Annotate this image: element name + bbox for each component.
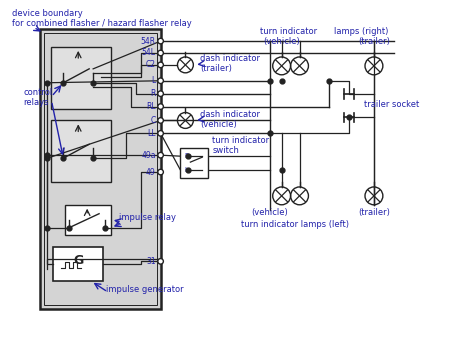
Text: (vehicle): (vehicle): [251, 208, 288, 217]
Text: 49: 49: [146, 167, 155, 177]
Text: C: C: [150, 116, 155, 125]
Text: (trailer): (trailer): [201, 64, 232, 73]
Text: 49a: 49a: [141, 151, 155, 160]
Text: R: R: [184, 153, 189, 159]
Text: device boundary: device boundary: [12, 9, 82, 18]
Circle shape: [158, 91, 164, 96]
Text: control: control: [24, 88, 53, 97]
Circle shape: [158, 169, 164, 175]
Text: impulse generator: impulse generator: [106, 285, 183, 293]
Circle shape: [158, 152, 164, 158]
Text: (trailer): (trailer): [358, 36, 390, 46]
Text: 54L: 54L: [142, 49, 155, 57]
Circle shape: [158, 50, 164, 56]
Text: 54R: 54R: [140, 36, 155, 46]
Circle shape: [158, 38, 164, 44]
Text: for combined flasher / hazard flasher relay: for combined flasher / hazard flasher re…: [12, 19, 191, 28]
Text: 31: 31: [146, 257, 155, 266]
Text: turn indicator: turn indicator: [260, 27, 317, 36]
Text: impulse relay: impulse relay: [119, 213, 176, 222]
Circle shape: [158, 118, 164, 123]
Bar: [52, 47, 111, 109]
Text: C2: C2: [146, 60, 155, 69]
Bar: [44, 33, 156, 305]
Text: L: L: [184, 167, 188, 173]
Text: dash indicator: dash indicator: [201, 110, 260, 119]
Bar: [39, 29, 161, 309]
Text: relays: relays: [24, 98, 49, 107]
Text: RL: RL: [146, 102, 155, 111]
Text: R: R: [150, 89, 155, 98]
Bar: [52, 120, 111, 182]
Text: L: L: [151, 76, 155, 85]
Circle shape: [158, 258, 164, 264]
Bar: [181, 148, 208, 178]
Circle shape: [158, 62, 164, 68]
Text: G: G: [73, 254, 83, 267]
Text: switch: switch: [212, 146, 239, 155]
Text: turn indicator lamps (left): turn indicator lamps (left): [240, 220, 348, 229]
Text: (vehicle): (vehicle): [201, 120, 237, 129]
Text: lamps (right): lamps (right): [334, 27, 389, 36]
Circle shape: [158, 78, 164, 84]
Text: (trailer): (trailer): [358, 208, 390, 217]
Text: LL: LL: [147, 129, 155, 138]
Text: trailer socket: trailer socket: [364, 100, 419, 109]
Text: (vehicle): (vehicle): [263, 36, 300, 46]
Text: dash indicator: dash indicator: [201, 54, 260, 64]
Bar: [65, 205, 111, 235]
Text: turn indicator: turn indicator: [212, 136, 269, 145]
Bar: [54, 247, 103, 281]
Circle shape: [158, 104, 164, 109]
Circle shape: [158, 131, 164, 136]
